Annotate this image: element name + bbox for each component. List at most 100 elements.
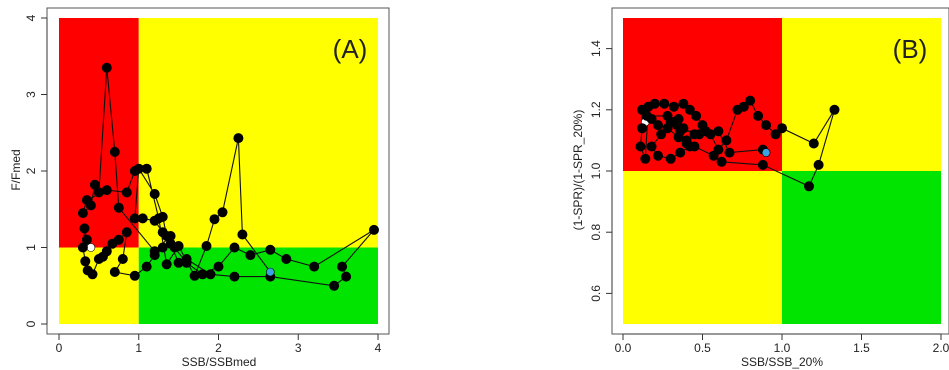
panel-a-data-point [153, 213, 164, 224]
panel-b-data-point [662, 110, 673, 121]
panel-a-data-point [77, 242, 88, 253]
panel-a-data-point [77, 208, 88, 219]
panel-a-data-point [209, 214, 220, 225]
panel-b-data-point [738, 101, 749, 112]
panel-a-quadrant-bottom-right [138, 247, 378, 324]
panel-a-data-point [141, 261, 152, 272]
panel-b-quadrant-bottom-left [623, 171, 782, 324]
panel-b-data-point [745, 95, 756, 106]
panel-a-data-point [101, 62, 112, 73]
panel-a-x-tick-label: 2 [215, 341, 222, 355]
panel-a-start-point [86, 243, 96, 252]
panel-b-data-point [770, 129, 781, 140]
panel-a-y-tick-label: 2 [24, 167, 38, 174]
panel-b-data-point [777, 123, 787, 134]
panel-b-quadrant-bottom-right [782, 171, 941, 324]
panel-a-x-tick-label: 4 [375, 341, 382, 355]
panel-b-y-tick-label: 1.4 [589, 40, 603, 57]
panel-b-data-point [813, 159, 824, 170]
panel-a-data-point [113, 202, 124, 213]
panel-a-y-axis-label: F/Fmed [9, 149, 23, 190]
panel-b-quadrant-top-right [782, 18, 941, 171]
panel-b-x-tick-label: 1.0 [774, 341, 791, 355]
panel-b-data-point [656, 129, 667, 140]
panel-a-quadrant-top-left [59, 18, 139, 248]
panel-b-y-tick-label: 0.8 [589, 224, 603, 241]
panel-a-data-point [369, 224, 379, 235]
panel-a-x-axis-label: SSB/SSBmed [182, 355, 257, 369]
panel-a-data-point [121, 187, 132, 198]
panel-a-data-point [309, 261, 320, 272]
panel-b-data-point [757, 159, 768, 170]
panel-a-data-point [81, 234, 92, 245]
panel-a-chart: (A) SSB/SSBmed F/Fmed 0 1 2 3 4 0 1 2 3 4 [9, 7, 390, 369]
panel-a-data-point [341, 271, 352, 282]
panel-b-data-point [808, 138, 819, 149]
panel-b-data-point [761, 120, 772, 131]
panel-b-x-tick-label: 1.5 [853, 341, 870, 355]
panel-b-data-point [665, 153, 676, 164]
panel-a-data-point [149, 246, 160, 257]
panel-a-data-point [157, 242, 168, 253]
panel-b-data-point [689, 141, 700, 152]
panel-b-data-point [753, 110, 764, 121]
panel-a-data-point [165, 231, 176, 241]
panel-b-data-point [691, 110, 702, 121]
panel-b-data-point [689, 129, 700, 140]
panel-b-data-point [684, 104, 695, 115]
panel-a-x-tick-label: 3 [295, 341, 302, 355]
panel-a-data-point [109, 267, 120, 277]
panel-b-data-point [662, 123, 673, 134]
panel-a-data-point [109, 146, 120, 157]
panel-a-data-point [113, 234, 124, 245]
panel-a-data-point [229, 242, 240, 253]
panel-a-x-tick-label: 0 [56, 341, 63, 355]
panel-a-data-point [337, 261, 348, 272]
panel-a-data-point [81, 195, 92, 206]
panel-a-data-point [149, 189, 160, 199]
panel-b-y-tick-label: 0.6 [589, 285, 603, 302]
panel-a-data-point [89, 179, 100, 190]
panel-a-data-point [245, 250, 256, 261]
panel-b-data-point [713, 126, 724, 137]
panel-b-data-point [653, 150, 663, 161]
panel-b-data-point [659, 98, 670, 109]
panel-a-data-point [237, 229, 248, 240]
panel-b-data-point [635, 141, 646, 152]
panel-a-data-point [173, 241, 184, 251]
panel-a-data-point [129, 213, 140, 224]
panel-b-data-point [708, 150, 719, 161]
panel-b-data-point [668, 101, 679, 112]
panel-a-data-point [233, 133, 244, 144]
panel-b-data-point [646, 141, 657, 152]
panel-a-data-point [101, 185, 112, 196]
panel-a-data-point [141, 163, 152, 174]
panel-b-x-tick-label: 0.5 [694, 341, 711, 355]
panel-a-data-point [117, 254, 128, 264]
panel-b-data-point [804, 181, 814, 192]
panel-a-data-point [201, 241, 212, 251]
panel-a-data-point [129, 166, 140, 176]
panel-b-y-tick-label: 1.0 [589, 162, 603, 179]
panel-a-y-tick-label: 0 [24, 320, 38, 327]
panel-a-data-point [189, 270, 200, 281]
panel-a-data-point [181, 257, 192, 268]
panel-a-data-point [197, 269, 208, 280]
panel-a-data-point [101, 246, 112, 257]
panel-b-label: (B) [893, 34, 928, 64]
panel-b-data-point [675, 126, 686, 137]
panel-a-data-point [213, 261, 224, 272]
panel-b-y-axis-label: (1-SPR)/(1-SPR_20%) [571, 110, 585, 231]
panel-b-data-point [829, 104, 840, 115]
panel-b-y-tick-label: 1.2 [589, 101, 603, 118]
panel-a-data-point [129, 270, 140, 281]
panel-a-data-point [281, 254, 292, 264]
panel-b-data-point [653, 120, 663, 131]
panel-b-data-point [724, 147, 735, 158]
panel-a-data-point [80, 256, 91, 267]
panel-a-label: (A) [333, 34, 368, 64]
panel-a-y-tick-label: 3 [24, 91, 38, 98]
panel-a-end-point [265, 267, 275, 277]
panel-b-data-point [678, 98, 689, 109]
